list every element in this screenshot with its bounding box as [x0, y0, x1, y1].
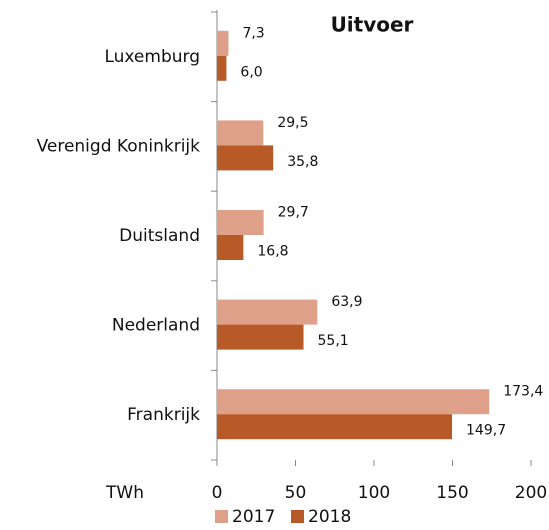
bar	[217, 389, 490, 415]
bar	[217, 210, 264, 235]
value-label: 63,9	[331, 294, 362, 310]
x-tick-label: 100	[358, 483, 390, 503]
value-label: 149,7	[466, 423, 506, 439]
x-tick-label: 50	[285, 483, 307, 503]
y-tick-label: Frankrijk	[127, 405, 200, 425]
value-label: 6,0	[240, 64, 262, 80]
bar	[217, 324, 304, 350]
value-label: 29,7	[278, 205, 309, 221]
y-tick-label: Luxemburg	[104, 47, 200, 67]
bar	[217, 120, 264, 146]
y-tick-label: Verenigd Koninkrijk	[37, 136, 201, 156]
legend-label: 2017	[232, 507, 275, 526]
bar	[217, 299, 318, 325]
chart-title: Uitvoer	[331, 13, 414, 37]
bar	[217, 235, 244, 260]
legend-swatch	[291, 510, 304, 523]
value-label: 35,8	[287, 154, 318, 170]
value-label: 173,4	[503, 384, 543, 400]
y-tick-label: Duitsland	[119, 226, 200, 246]
value-label: 55,1	[318, 333, 349, 349]
legend-label: 2018	[308, 507, 351, 526]
bar	[217, 30, 229, 56]
bar	[217, 145, 274, 171]
value-label: 7,3	[242, 25, 264, 41]
x-axis-label: TWh	[105, 483, 144, 503]
y-tick-label: Nederland	[112, 316, 200, 336]
value-label: 29,5	[277, 115, 308, 131]
bar	[217, 55, 227, 81]
bar	[217, 414, 453, 440]
x-tick-label: 0	[212, 483, 223, 503]
value-label: 16,8	[257, 244, 288, 260]
legend-swatch	[215, 510, 228, 523]
x-tick-label: 150	[436, 483, 468, 503]
x-tick-label: 200	[515, 483, 547, 503]
